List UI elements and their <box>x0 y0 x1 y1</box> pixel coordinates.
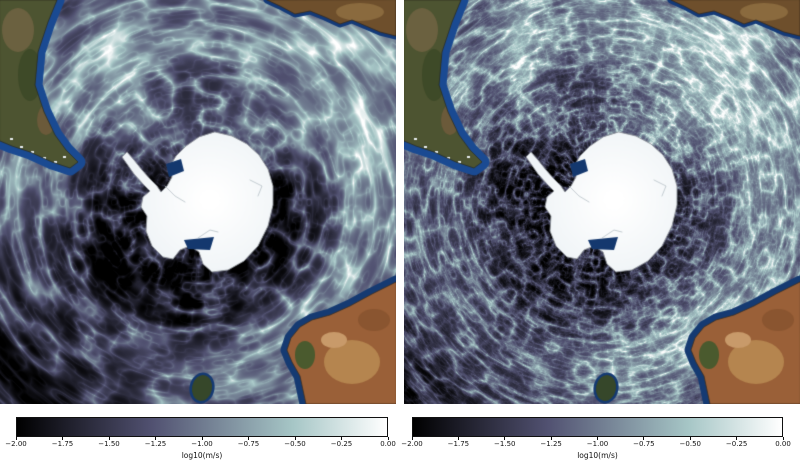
colorbar-tick-mark <box>62 437 63 440</box>
colorbar-tick-mark <box>782 437 784 440</box>
colorbar-tick-mark <box>387 437 389 440</box>
colorbar-tick-label: −1.00 <box>191 440 213 448</box>
colorbar-tick-mark <box>294 437 296 440</box>
colorbar-tick-mark <box>736 437 738 440</box>
colorbar-tick-label: −0.50 <box>284 440 306 448</box>
colorbar-tick-mark <box>15 437 17 440</box>
colorbar-tick-label: −1.25 <box>144 440 167 448</box>
colorbar-tick-label: −0.50 <box>679 440 701 448</box>
colorbar-gradient-left <box>16 417 388 437</box>
colorbar-tick-label: −2.00 <box>5 440 27 448</box>
colorbar-tick-label: 0.00 <box>380 440 396 448</box>
colorbar-tick-mark <box>341 437 342 440</box>
colorbar-tick-label: −1.75 <box>447 440 470 448</box>
colorbar-tick-label: −0.25 <box>330 440 353 448</box>
colorbar-tick-label: −1.50 <box>98 440 120 448</box>
colorbar-tick-label: −1.00 <box>586 440 609 448</box>
colorbar-tick-label: −1.50 <box>494 440 516 448</box>
colorbar-axis-label-left: log10(m/s) <box>181 451 223 460</box>
colorbar-tick-mark <box>201 437 203 440</box>
colorbar-tick-mark <box>457 437 459 440</box>
colorbar-left: −2.00 −1.75 −1.50 −1.25 −1.00 −0.75 −0.50 −0.25… <box>5 417 396 461</box>
colorbar-tick-label: −0.75 <box>633 440 655 448</box>
colorbar-tick-mark <box>689 437 691 440</box>
colorbar-tick-mark <box>248 437 249 440</box>
colorbar-tick-label: −0.25 <box>725 440 748 448</box>
colorbar-tick-mark <box>597 437 598 440</box>
colorbar-right: −2.00 −1.75 −1.50 −1.25 −1.00 −0.75 −0.50 −0.25… <box>401 417 791 461</box>
colorbar-tick-label: 0.00 <box>775 440 791 448</box>
colorbar-axis-label-right: log10(m/s) <box>577 451 618 460</box>
colorbar-ticks-right: −2.00 −1.75 −1.50 −1.25 −1.00 −0.75 −0.50 −0.25… <box>401 437 791 450</box>
ocean-current-map-right <box>404 0 800 404</box>
colorbar-tick-mark <box>550 437 552 440</box>
ocean-current-map-left <box>0 0 396 404</box>
colorbar-ticks-left: −2.00 −1.75 −1.50 −1.25 −1.00 −0.75 −0.50 −0.25… <box>5 437 396 450</box>
colorbar-tick-label: −1.25 <box>540 440 562 448</box>
colorbar-tick-mark <box>504 437 506 440</box>
panel-divider <box>396 0 404 404</box>
colorbar-tick-mark <box>108 437 110 440</box>
colorbar-tick-label: −1.75 <box>51 440 74 448</box>
colorbar-tick-mark <box>411 437 413 440</box>
colorbar-tick-mark <box>643 437 645 440</box>
colorbar-tick-label: −2.00 <box>401 440 423 448</box>
colorbar-tick-mark <box>155 437 156 440</box>
colorbar-gradient-right <box>412 417 783 437</box>
colorbar-tick-label: −0.75 <box>237 440 260 448</box>
